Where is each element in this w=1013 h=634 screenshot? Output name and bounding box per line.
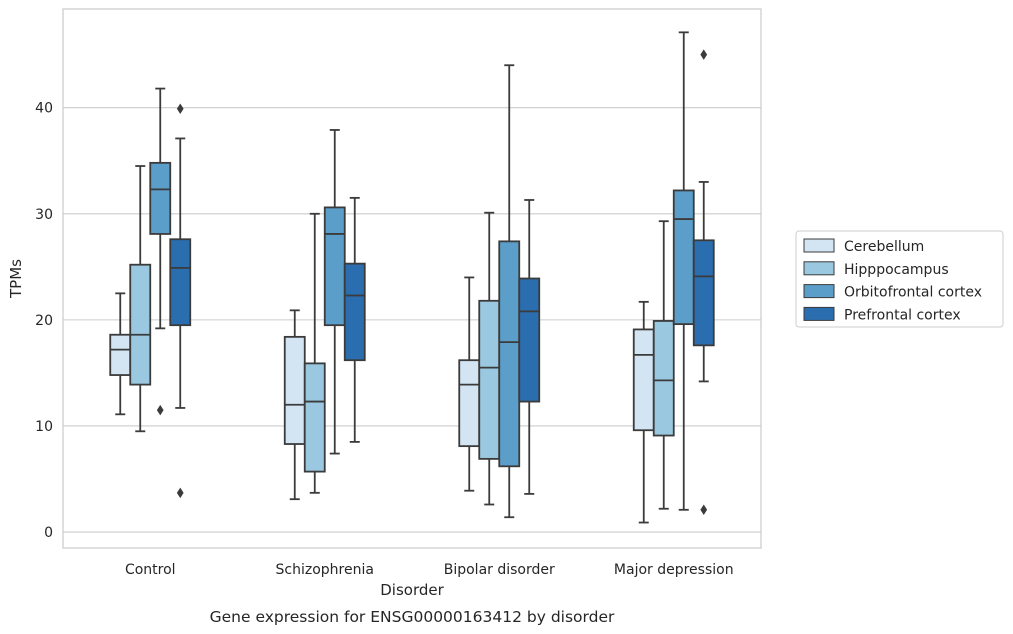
- box-orbitofrontal-cortex: [149, 87, 172, 416]
- box-iqr: [343, 262, 366, 362]
- box-iqr: [149, 161, 172, 235]
- x-tick-label: Major depression: [614, 562, 734, 578]
- box-orbitofrontal-cortex: [498, 64, 521, 519]
- figure-caption: Gene expression for ENSG00000163412 by d…: [210, 608, 615, 626]
- box-iqr: [478, 299, 501, 460]
- outlier-point: [176, 103, 184, 114]
- box-hipppocampus: [303, 212, 326, 494]
- legend-label: Orbitofrontal cortex: [844, 285, 982, 301]
- box-iqr: [498, 240, 521, 468]
- x-axis-title: Disorder: [380, 581, 444, 599]
- x-tick-label: Bipolar disorder: [444, 562, 555, 578]
- box-prefrontal-cortex: [518, 199, 541, 495]
- y-tick-label: 20: [35, 313, 53, 329]
- y-tick-label: 0: [44, 525, 53, 541]
- box-prefrontal-cortex: [169, 103, 192, 499]
- box-iqr: [169, 238, 192, 327]
- box-iqr: [652, 320, 675, 437]
- legend: Cerebellum Hipppocampus Orbitofrontal cort…: [795, 230, 1004, 328]
- legend-swatch: [803, 238, 835, 253]
- box-iqr: [129, 263, 152, 386]
- outlier-point: [156, 404, 164, 416]
- legend-swatch: [803, 261, 835, 276]
- outlier-point: [700, 504, 708, 516]
- box-prefrontal-cortex: [692, 49, 715, 516]
- box-cerebellum: [458, 276, 481, 492]
- box-iqr: [692, 239, 715, 347]
- box-iqr: [283, 335, 306, 445]
- y-tick-label: 40: [35, 101, 53, 117]
- legend-frame: [795, 230, 1004, 328]
- legend-label: Cerebellum: [844, 239, 924, 255]
- box-cerebellum: [283, 309, 306, 501]
- box-hipppocampus: [129, 165, 152, 433]
- legend-label: Prefrontal cortex: [844, 307, 961, 323]
- box-hipppocampus: [652, 220, 675, 510]
- box-orbitofrontal-cortex: [672, 31, 695, 511]
- box-iqr: [323, 206, 346, 327]
- box-cerebellum: [632, 300, 655, 524]
- box-iqr: [518, 277, 541, 403]
- box-cerebellum: [109, 292, 132, 416]
- y-tick-label: 10: [35, 419, 53, 435]
- x-tick-label: Schizophrenia: [276, 562, 374, 578]
- legend-swatch: [803, 306, 835, 321]
- y-axis-ticks: 0 10 20 30 40: [35, 101, 53, 541]
- box-iqr: [109, 333, 132, 376]
- x-axis-ticks: Control Schizophrenia Bipolar disorder Majo…: [125, 562, 734, 578]
- box-prefrontal-cortex: [343, 196, 366, 443]
- box-orbitofrontal-cortex: [323, 129, 346, 455]
- outlier-point: [176, 487, 184, 499]
- outlier-point: [700, 49, 708, 60]
- box-iqr: [458, 359, 481, 448]
- box-hipppocampus: [478, 211, 501, 506]
- box-plot-series: [109, 31, 715, 524]
- legend-label: Hipppocampus: [844, 262, 949, 278]
- box-iqr: [672, 189, 695, 326]
- y-axis-title: TPMs: [7, 259, 25, 299]
- box-iqr: [632, 328, 655, 432]
- y-tick-label: 30: [35, 207, 53, 223]
- plot-frame: [62, 8, 762, 549]
- x-tick-label: Control: [125, 562, 176, 578]
- legend-swatch: [803, 284, 835, 299]
- box-iqr: [303, 362, 326, 473]
